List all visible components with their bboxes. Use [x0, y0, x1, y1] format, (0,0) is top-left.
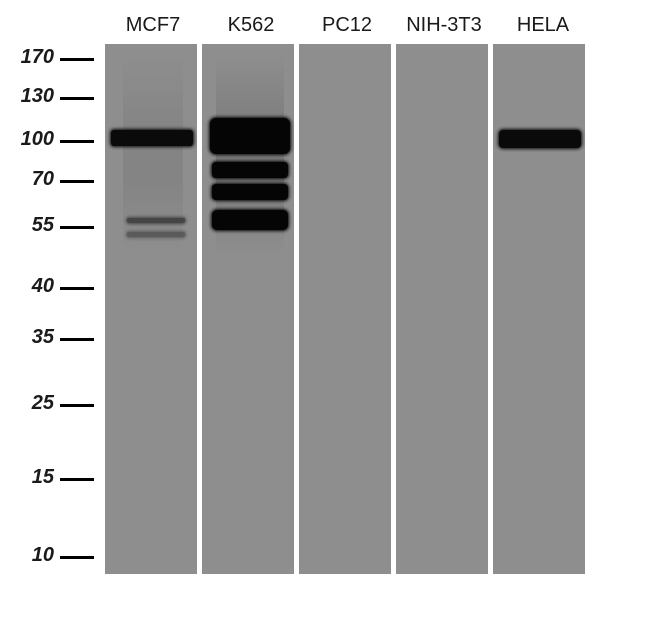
- lane: [299, 44, 391, 574]
- mw-label: 40: [4, 275, 54, 298]
- lane-label: NIH-3T3: [396, 14, 492, 37]
- mw-tick: [60, 226, 94, 229]
- mw-tick: [60, 58, 94, 61]
- mw-tick: [60, 180, 94, 183]
- mw-label: 100: [4, 128, 54, 151]
- mw-label: 55: [4, 214, 54, 237]
- mw-tick: [60, 97, 94, 100]
- lane-label: HELA: [498, 14, 588, 37]
- mw-label: 70: [4, 168, 54, 191]
- mw-tick: [60, 140, 94, 143]
- band: [212, 210, 288, 230]
- mw-tick: [60, 404, 94, 407]
- mw-tick: [60, 478, 94, 481]
- band: [111, 130, 193, 146]
- blot-figure: 170 130 100 70 55 40 35 25 15 10 MCF7 K562 PC12NIH-…: [0, 0, 650, 620]
- band: [212, 162, 288, 178]
- mw-label: 10: [4, 544, 54, 567]
- mw-label: 25: [4, 392, 54, 415]
- band: [210, 118, 290, 154]
- band: [212, 184, 288, 200]
- mw-tick: [60, 338, 94, 341]
- lane-label: MCF7: [108, 14, 198, 37]
- lane-label: PC12: [302, 14, 392, 37]
- smear: [123, 55, 183, 255]
- lane: [493, 44, 585, 574]
- mw-tick: [60, 556, 94, 559]
- mw-tick: [60, 287, 94, 290]
- lane: [396, 44, 488, 574]
- mw-label: 35: [4, 326, 54, 349]
- mw-label: 130: [4, 85, 54, 108]
- band: [499, 130, 581, 148]
- lane-label: K562: [206, 14, 296, 37]
- band: [127, 218, 185, 223]
- mw-label: 15: [4, 466, 54, 489]
- band: [127, 232, 185, 237]
- mw-label: 170: [4, 46, 54, 69]
